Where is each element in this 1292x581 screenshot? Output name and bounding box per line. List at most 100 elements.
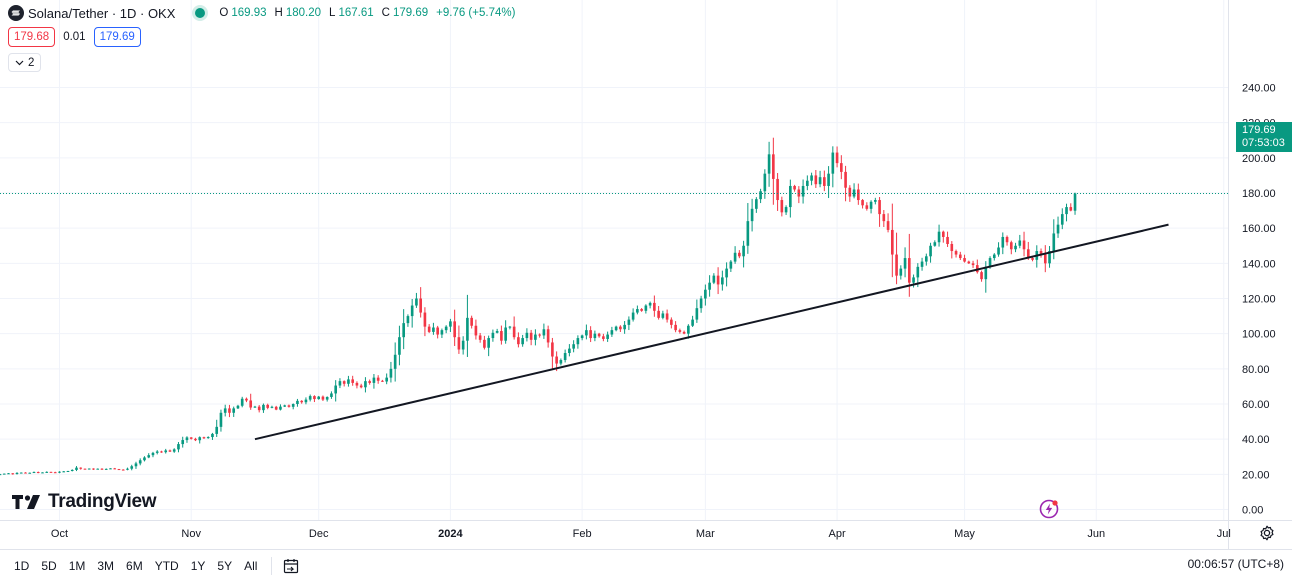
candle-body[interactable] [491, 332, 495, 339]
candle[interactable] [619, 325, 622, 332]
candle[interactable] [551, 337, 554, 369]
candle[interactable] [398, 325, 401, 366]
candle-body[interactable] [546, 329, 550, 343]
candle[interactable] [657, 305, 660, 320]
candle[interactable] [262, 403, 265, 413]
candle-body[interactable] [699, 298, 703, 309]
candle[interactable] [317, 395, 321, 400]
candle-body[interactable] [907, 258, 911, 283]
candle-body[interactable] [66, 470, 70, 472]
candle[interactable] [699, 295, 703, 313]
candle[interactable] [678, 328, 682, 334]
candle[interactable] [342, 380, 346, 387]
candle-body[interactable] [742, 245, 745, 257]
candle-body[interactable] [398, 337, 401, 355]
candle-body[interactable] [882, 214, 886, 222]
candle[interactable] [521, 334, 524, 347]
candle[interactable] [151, 451, 155, 458]
candle[interactable] [66, 470, 70, 472]
candle[interactable] [92, 468, 95, 470]
candle-body[interactable] [823, 177, 826, 186]
candle-body[interactable] [903, 258, 907, 269]
candle[interactable] [746, 203, 750, 254]
candle[interactable] [287, 404, 291, 408]
indicators-toggle-button[interactable]: 2 [8, 53, 42, 72]
candle-body[interactable] [1014, 245, 1017, 250]
candle-body[interactable] [500, 331, 503, 341]
candle-body[interactable] [946, 236, 949, 244]
candle[interactable] [436, 325, 439, 339]
candle[interactable] [975, 259, 979, 274]
candle[interactable] [827, 166, 830, 199]
candle[interactable] [716, 267, 720, 295]
candle[interactable] [797, 186, 801, 204]
candle[interactable] [958, 251, 962, 261]
candle-body[interactable] [891, 229, 894, 255]
candle-body[interactable] [300, 400, 304, 403]
candle-body[interactable] [1022, 240, 1026, 250]
candle-body[interactable] [963, 258, 966, 262]
candle[interactable] [759, 188, 762, 204]
candle[interactable] [24, 472, 27, 474]
candle-body[interactable] [49, 471, 53, 473]
candle[interactable] [695, 299, 699, 323]
candle-body[interactable] [580, 335, 584, 339]
candle-body[interactable] [614, 326, 618, 331]
candle-body[interactable] [755, 199, 758, 209]
candle-body[interactable] [211, 433, 214, 438]
lightning-icon[interactable] [1039, 499, 1059, 519]
candle-body[interactable] [971, 263, 975, 266]
candle-body[interactable] [87, 468, 91, 470]
candle[interactable] [121, 469, 125, 471]
candle[interactable] [410, 298, 414, 328]
candle[interactable] [279, 404, 282, 411]
candle-body[interactable] [134, 463, 138, 467]
candle-body[interactable] [461, 340, 465, 350]
candle-body[interactable] [2, 473, 6, 475]
candle[interactable] [181, 436, 185, 448]
candle[interactable] [907, 233, 911, 297]
candle-body[interactable] [538, 334, 541, 336]
candle[interactable] [164, 448, 168, 454]
candle-body[interactable] [551, 342, 554, 357]
candle-body[interactable] [568, 348, 571, 354]
candle[interactable] [70, 469, 74, 472]
candle-body[interactable] [801, 185, 805, 197]
candle[interactable] [529, 329, 533, 346]
candle-body[interactable] [92, 468, 95, 470]
candle[interactable] [801, 179, 805, 204]
candle-body[interactable] [844, 171, 847, 188]
candle-body[interactable] [806, 180, 809, 186]
candle[interactable] [814, 169, 818, 188]
candle[interactable] [487, 335, 490, 357]
candle-body[interactable] [678, 330, 682, 332]
candle[interactable] [389, 361, 393, 383]
candle-body[interactable] [835, 152, 839, 164]
candle[interactable] [470, 315, 473, 329]
candle-body[interactable] [376, 377, 380, 381]
candle-body[interactable] [657, 310, 660, 318]
candle[interactable] [767, 141, 771, 187]
candle-body[interactable] [644, 305, 648, 311]
candle-body[interactable] [164, 450, 168, 453]
candle[interactable] [245, 397, 248, 403]
candle[interactable] [512, 316, 516, 340]
candle[interactable] [903, 247, 907, 278]
candle[interactable] [0, 473, 2, 476]
candle-body[interactable] [415, 298, 418, 306]
candle-body[interactable] [589, 330, 592, 339]
candle-body[interactable] [865, 205, 869, 209]
candle-body[interactable] [992, 254, 996, 259]
candle[interactable] [500, 325, 503, 345]
candle[interactable] [368, 379, 371, 385]
candle-body[interactable] [483, 339, 486, 348]
candle-body[interactable] [228, 408, 231, 413]
candle[interactable] [840, 155, 843, 180]
candle[interactable] [228, 404, 231, 418]
candle-body[interactable] [631, 312, 635, 320]
candle-body[interactable] [542, 329, 546, 336]
candle-body[interactable] [670, 319, 673, 325]
candle-body[interactable] [257, 406, 261, 411]
candle[interactable] [627, 316, 631, 331]
candle[interactable] [708, 275, 711, 297]
